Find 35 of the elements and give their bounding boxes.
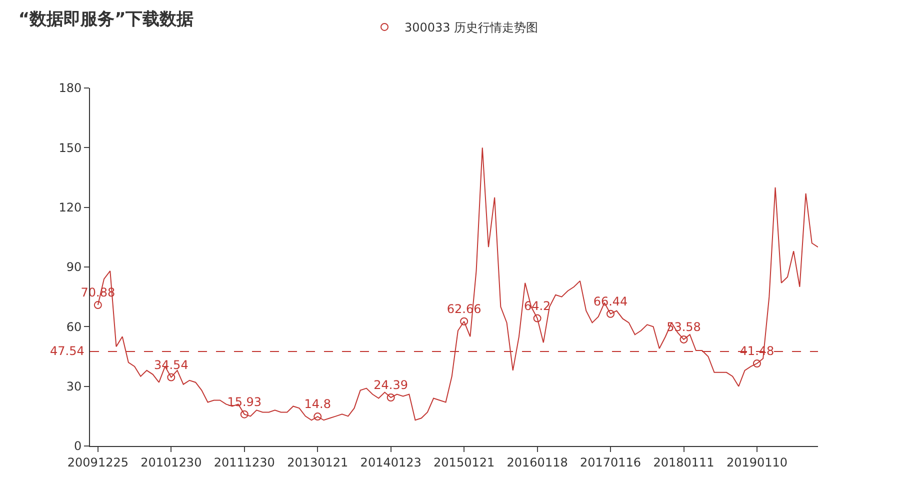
point — [752, 360, 761, 368]
data-label: 34.54 — [154, 358, 188, 372]
point — [680, 335, 688, 344]
y-tick-label: 30 — [66, 380, 82, 394]
x-tick-label: 20091225 — [67, 455, 128, 470]
x-tick-label: 20170116 — [580, 455, 642, 470]
point — [94, 301, 102, 310]
x-tick-label: 20160118 — [506, 455, 568, 470]
point — [460, 317, 468, 326]
point — [606, 310, 615, 318]
x-tick-label: 20140123 — [360, 455, 422, 470]
ref-line-label: 47.54 — [50, 344, 84, 358]
x-tick-label: 20190110 — [726, 455, 788, 470]
point — [314, 412, 322, 421]
y-tick-label: 0 — [74, 439, 82, 454]
y-tick-label: 150 — [58, 140, 82, 155]
y-tick-label: 60 — [66, 320, 82, 334]
x-tick-label: 20101230 — [140, 455, 202, 470]
data-label: 14.8 — [304, 397, 331, 412]
x-tick-label: 20180111 — [653, 455, 714, 470]
x-tick-label: 20130121 — [287, 455, 348, 470]
x-tick-label: 20150121 — [434, 455, 495, 470]
point — [386, 393, 395, 402]
y-tick-label: 90 — [66, 260, 82, 274]
chart-title: “数据即服务”下载数据 — [18, 10, 194, 30]
y-tick-label: 120 — [58, 200, 82, 215]
point — [240, 410, 248, 418]
y-tick-label: 180 — [58, 81, 82, 96]
point — [167, 373, 176, 382]
point — [533, 314, 542, 322]
data-label: 66.44 — [593, 294, 628, 308]
data-label: 15.93 — [227, 394, 262, 409]
legend-label: 300033 历史行情走势图 — [404, 20, 538, 35]
data-label: 24.39 — [374, 378, 408, 392]
x-tick-label: 20111230 — [214, 455, 275, 470]
